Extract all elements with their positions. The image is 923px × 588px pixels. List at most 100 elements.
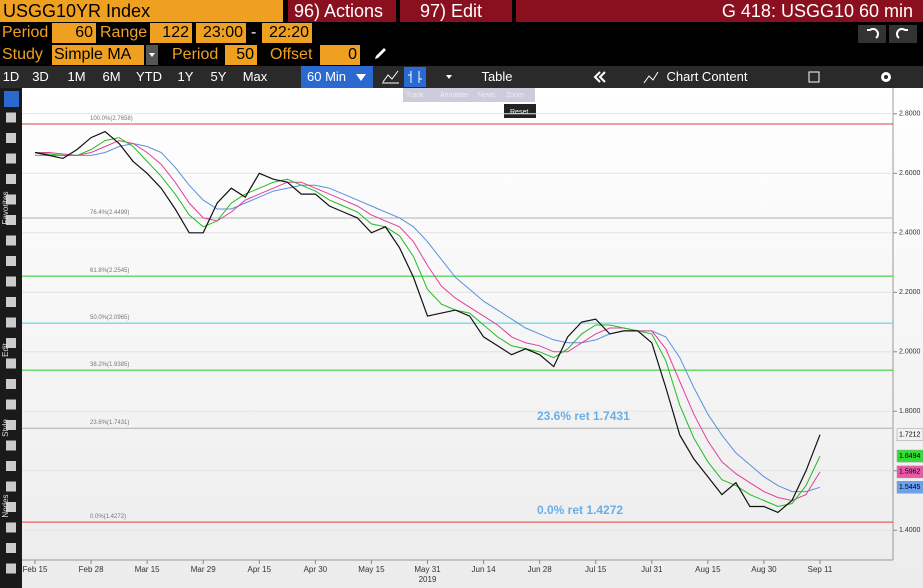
security[interactable]: USGG10YR Index: [0, 0, 283, 22]
range-button[interactable]: Max: [242, 69, 268, 84]
sidebar-icon[interactable]: [6, 112, 16, 123]
plot-background: [22, 88, 923, 588]
fib-annotation: 23.6% ret 1.7431: [537, 409, 630, 423]
range-button[interactable]: 1Y: [177, 69, 194, 84]
popup-item[interactable]: News: [478, 92, 496, 99]
sidebar-icon[interactable]: [6, 256, 16, 266]
sidebar-icon[interactable]: [6, 522, 16, 533]
sidebar-icon[interactable]: [6, 235, 16, 246]
range-button[interactable]: 5Y: [210, 69, 227, 84]
study-dropdown[interactable]: [146, 45, 158, 65]
interval-arrow: [356, 74, 366, 81]
range-button[interactable]: 1M: [67, 69, 86, 84]
sidebar-icon[interactable]: [6, 297, 16, 307]
sidebar-icon[interactable]: [6, 543, 16, 553]
last-value-label: 1.7212: [899, 432, 921, 439]
last-value-label: 1.6494: [899, 453, 921, 460]
sidebar-icon[interactable]: [6, 563, 16, 574]
sidebar-icon[interactable]: [6, 174, 16, 184]
sidebar-icon[interactable]: [6, 379, 16, 389]
y-tick-label: 1.4000: [899, 527, 921, 534]
x-tick-label: Feb 28: [79, 565, 104, 574]
study-label: Study: [2, 46, 43, 63]
offset-label: Offset: [270, 46, 313, 63]
toolbar: [0, 66, 923, 88]
popup-item[interactable]: Track: [406, 92, 424, 99]
popup-item[interactable]: Zoom: [506, 92, 524, 99]
sidebar-icon[interactable]: [6, 215, 16, 225]
fib-label: 23.6%(1.7431): [90, 420, 129, 426]
range-input[interactable]: 122: [150, 23, 192, 43]
settings-icons[interactable]: [806, 68, 906, 86]
pencil-icon[interactable]: [372, 46, 388, 62]
collapse-icon[interactable]: [590, 66, 610, 88]
sidebar-label: Favorites: [1, 192, 10, 225]
x-tick-label: Mar 29: [191, 565, 216, 574]
sidebar-icon[interactable]: [6, 481, 16, 492]
last-value-tag: [896, 481, 923, 494]
actions-menu[interactable]: 96) Actions: [288, 0, 396, 22]
period-label: Period: [2, 24, 49, 41]
sidebar-label: Style: [1, 419, 10, 437]
reset-button[interactable]: [504, 104, 536, 118]
x-tick-label: Feb 15: [23, 565, 48, 574]
study-period-input[interactable]: 50: [225, 45, 257, 65]
undo-redo[interactable]: [858, 24, 918, 44]
sidebar-icon[interactable]: [6, 440, 16, 451]
range-button[interactable]: YTD: [136, 69, 162, 84]
x-tick-label: Jul 15: [585, 565, 607, 574]
range-button[interactable]: 3D: [32, 69, 49, 84]
offset-input[interactable]: 0: [320, 45, 360, 65]
interval-button[interactable]: 60 Min: [301, 66, 373, 88]
y-tick-label: 1.8000: [899, 408, 921, 415]
fib-label: 0.0%(1.4272): [90, 514, 126, 520]
sidebar-icon[interactable]: [6, 153, 16, 164]
start-input[interactable]: 23:00: [196, 23, 246, 43]
x-tick-label: Mar 15: [135, 565, 160, 574]
sidebar-label: Edit: [1, 342, 10, 357]
sidebar-label: Nodes: [1, 494, 10, 517]
end-input[interactable]: 22:20: [262, 23, 312, 43]
fib-label: 76.4%(2.4499): [90, 210, 129, 216]
study-select[interactable]: Simple MA: [52, 45, 144, 65]
table-button[interactable]: Table: [481, 69, 513, 84]
range-button[interactable]: 1D: [2, 69, 20, 84]
x-tick-label: Jul 31: [641, 565, 663, 574]
y-tick-label: 2.0000: [899, 349, 921, 356]
edit-menu[interactable]: 97) Edit: [400, 0, 512, 22]
sidebar-icon[interactable]: [6, 399, 16, 410]
last-value-label: 1.5962: [899, 469, 921, 476]
sidebar-icon[interactable]: [6, 338, 16, 348]
range-button[interactable]: 6M: [102, 69, 121, 84]
sidebar-icon[interactable]: [6, 420, 16, 430]
chart-tools[interactable]: [378, 66, 468, 88]
dash: -: [251, 24, 257, 41]
page-title: G 418: USGG10 60 min: [516, 0, 923, 22]
x-tick-label: Apr 15: [247, 565, 271, 574]
price-line: [34, 130, 821, 514]
sidebar-icon[interactable]: [6, 461, 16, 471]
last-value-tag: [896, 465, 923, 479]
popup-bar: [403, 88, 535, 102]
popup-item[interactable]: Reset: [510, 109, 528, 116]
x-tick-label: May 31: [414, 565, 441, 574]
sidebar-icon[interactable]: [6, 317, 16, 328]
moving-average: [34, 137, 821, 508]
sidebar-icon[interactable]: [6, 358, 16, 369]
sidebar-icon[interactable]: [6, 133, 16, 143]
chart-content[interactable]: Chart Content: [666, 69, 748, 84]
cursor-tool[interactable]: [4, 91, 19, 107]
x-tick-label: May 15: [358, 565, 385, 574]
sidebar-icon[interactable]: [6, 502, 16, 512]
sidebar-icon[interactable]: [6, 194, 16, 205]
year-label: 2019: [419, 575, 437, 584]
fib-label: 61.8%(2.2545): [90, 268, 129, 274]
sidebar-icon[interactable]: [6, 276, 16, 287]
range-label: Range: [100, 24, 148, 41]
study-period-label: Period: [172, 46, 219, 63]
period-input[interactable]: 60: [52, 23, 96, 43]
popup-item[interactable]: Annotate: [440, 92, 468, 99]
x-tick-label: Sep 11: [808, 565, 833, 574]
last-value-label: 1.5445: [899, 484, 921, 491]
